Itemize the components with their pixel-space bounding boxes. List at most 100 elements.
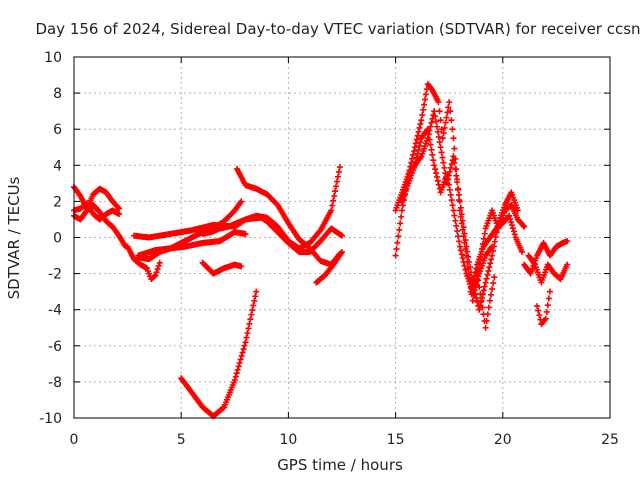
data-point — [427, 141, 434, 148]
data-point — [511, 231, 518, 238]
data-point — [459, 217, 466, 224]
data-point — [457, 247, 464, 254]
data-point — [416, 142, 423, 149]
data-point — [453, 172, 460, 179]
data-point — [506, 212, 513, 219]
data-point — [247, 316, 254, 323]
data-point — [445, 104, 452, 111]
data-point — [441, 124, 448, 131]
data-point — [482, 279, 489, 286]
data-point — [413, 136, 420, 143]
data-point — [420, 106, 427, 113]
data-point — [236, 359, 243, 366]
data-point — [544, 302, 551, 309]
y-tick-label: -10 — [39, 411, 62, 427]
data-point — [519, 248, 526, 255]
data-point — [459, 255, 466, 262]
data-point — [408, 159, 415, 166]
data-point — [491, 274, 498, 281]
y-tick-label: -6 — [48, 339, 62, 355]
data-point — [433, 118, 440, 125]
data-point — [413, 154, 420, 161]
data-point — [520, 222, 527, 229]
data-point — [446, 186, 453, 193]
y-tick-label: 6 — [53, 122, 62, 138]
y-tick-label: 10 — [44, 50, 62, 66]
data-point — [457, 204, 464, 211]
data-point — [414, 150, 421, 157]
data-point — [234, 366, 241, 373]
data-point — [445, 181, 452, 188]
data-point — [449, 202, 456, 209]
data-point — [415, 146, 422, 153]
data-point — [440, 130, 447, 137]
data-point — [456, 243, 463, 250]
data-point — [487, 260, 494, 267]
data-point — [433, 170, 440, 177]
data-point — [477, 290, 484, 297]
data-point — [395, 233, 402, 240]
data-point — [399, 207, 406, 214]
series-arc-12 — [178, 288, 260, 420]
data-point — [235, 363, 242, 370]
data-point — [241, 342, 248, 349]
data-point — [244, 330, 251, 337]
data-point — [442, 119, 449, 126]
data-point — [468, 284, 475, 291]
x-tick-label: 20 — [494, 432, 512, 448]
x-tick-label: 10 — [279, 432, 297, 448]
series-arc-4 — [124, 243, 163, 283]
data-point — [339, 248, 345, 255]
data-point — [240, 346, 247, 353]
data-point — [154, 266, 161, 273]
data-point — [508, 222, 515, 229]
data-point — [231, 377, 238, 384]
data-point — [435, 133, 442, 140]
data-point — [399, 202, 406, 209]
data-point — [393, 246, 400, 253]
data-point — [480, 287, 487, 294]
data-point — [412, 140, 419, 147]
data-point — [251, 297, 258, 304]
x-tick-label: 15 — [387, 432, 405, 448]
data-point — [469, 280, 476, 287]
data-point — [489, 243, 496, 250]
data-point — [485, 268, 492, 275]
data-point — [330, 197, 337, 204]
series-arc-16 — [399, 126, 496, 295]
data-point — [450, 207, 457, 214]
data-point — [490, 280, 497, 287]
data-point — [238, 352, 245, 359]
data-point — [447, 108, 454, 115]
data-point — [333, 183, 340, 190]
data-point — [238, 198, 245, 205]
data-point — [546, 288, 553, 295]
data-point — [483, 275, 490, 282]
data-point — [331, 192, 338, 199]
data-point — [439, 154, 446, 161]
data-point — [454, 228, 461, 235]
y-tick-label: 0 — [53, 231, 62, 247]
data-point — [484, 271, 491, 278]
data-point — [465, 253, 472, 260]
data-point — [483, 317, 490, 324]
data-point — [334, 173, 341, 180]
series-arc-3 — [71, 202, 129, 250]
data-point — [448, 197, 455, 204]
data-point — [460, 224, 467, 231]
data-point — [447, 164, 454, 171]
data-point — [453, 222, 460, 229]
data-point — [425, 131, 432, 138]
data-point — [243, 334, 250, 341]
data-point — [434, 177, 441, 184]
data-point — [443, 114, 450, 121]
data-point — [431, 162, 438, 169]
data-point — [429, 151, 436, 158]
x-axis-label: GPS time / hours — [277, 456, 403, 474]
data-point — [455, 233, 462, 240]
data-point — [448, 117, 455, 124]
data-point — [416, 124, 423, 131]
data-point — [418, 117, 425, 124]
data-point — [488, 256, 495, 263]
data-point — [489, 252, 496, 259]
